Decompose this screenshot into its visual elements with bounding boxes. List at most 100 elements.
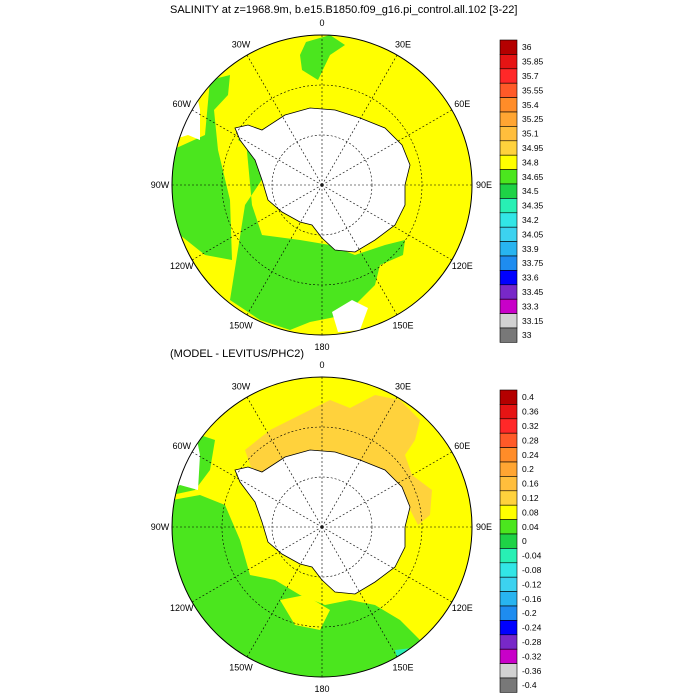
colorbar-swatch xyxy=(499,519,518,535)
colorbar-swatch xyxy=(499,504,518,520)
colorbar-label: 0.04 xyxy=(522,522,539,532)
colorbar-label: 35.25 xyxy=(522,114,544,124)
longitude-label: 120W xyxy=(170,261,194,271)
colorbar-swatch xyxy=(499,54,518,70)
colorbar-swatch xyxy=(499,591,518,607)
longitude-label: 150W xyxy=(229,320,253,330)
colorbar-label: 33.9 xyxy=(522,244,539,254)
meridian-line xyxy=(321,184,398,316)
colorbar-swatch xyxy=(499,226,518,242)
longitude-label: 90W xyxy=(151,180,170,190)
meridian-line xyxy=(191,526,323,603)
colorbar-label: -0.32 xyxy=(522,651,542,661)
colorbar-swatch xyxy=(499,198,518,214)
longitude-label: 60E xyxy=(454,99,470,109)
meridian-line xyxy=(321,54,398,186)
contour-region-yellow-patch xyxy=(280,595,330,630)
colorbar-swatch xyxy=(499,389,518,405)
panel-difference: (MODEL - LEVITUS/PHC2) 0 30E 60E 90E 120E 150… xyxy=(151,348,542,694)
panel-title: SALINITY at z=1968.9m, b.e15.B1850.f09_g… xyxy=(170,4,517,16)
colorbar-label: -0.12 xyxy=(522,579,542,589)
colorbar-label: -0.28 xyxy=(522,637,542,647)
colorbar-label: 34.95 xyxy=(522,143,544,153)
colorbar-swatch xyxy=(499,576,518,592)
meridian-line xyxy=(321,184,453,261)
colorbar-label: 35.1 xyxy=(522,129,539,139)
colorbar-label: 35.7 xyxy=(522,71,539,81)
polar-map xyxy=(172,377,472,677)
colorbar-swatch xyxy=(499,169,518,185)
colorbar-swatch xyxy=(499,82,518,98)
meridian-line xyxy=(321,526,453,603)
longitude-label: 30W xyxy=(232,40,251,50)
meridian-line xyxy=(246,54,323,186)
colorbar-swatch xyxy=(499,212,518,228)
antarctica xyxy=(234,449,411,595)
colorbar-swatch xyxy=(499,154,518,170)
colorbar-label: 33 xyxy=(522,330,532,340)
antarctica xyxy=(234,107,411,253)
colorbar-label: 0.36 xyxy=(522,407,539,417)
panel-salinity: SALINITY at z=1968.9m, b.e15.B1850.f09_g… xyxy=(151,4,544,352)
colorbar-swatch xyxy=(499,327,518,343)
meridian-line xyxy=(191,451,323,528)
longitude-label: 180 xyxy=(314,684,329,694)
longitude-label: 120E xyxy=(452,603,473,613)
colorbar-swatch xyxy=(499,677,518,693)
colorbar-label: 35.55 xyxy=(522,85,544,95)
landmask-south xyxy=(332,300,368,332)
longitude-labels: 0 30E 60E 90E 120E 150E 180 150W 120W 90W 60W 30W xyxy=(151,360,492,694)
colorbar-swatch xyxy=(499,313,518,329)
meridian-line xyxy=(191,109,323,186)
colorbar-label: 0.32 xyxy=(522,421,539,431)
colorbar-label: 34.05 xyxy=(522,229,544,239)
colorbar-label: -0.08 xyxy=(522,565,542,575)
longitude-label: 30E xyxy=(395,40,411,50)
colorbar-swatch xyxy=(499,476,518,492)
colorbar-swatch xyxy=(499,241,518,257)
longitude-label: 120W xyxy=(170,603,194,613)
colorbar: 36 35.85 35.7 35.55 35.4 35.25 35.1 34.95 34.8 34… xyxy=(499,39,544,343)
colorbar-label: 0 xyxy=(522,536,527,546)
colorbar-label: 35.4 xyxy=(522,100,539,110)
meridian-line xyxy=(321,451,453,528)
longitude-label: 60W xyxy=(172,441,191,451)
colorbar-label: 0.16 xyxy=(522,479,539,489)
colorbar-label: 0.2 xyxy=(522,464,534,474)
contour-region-green xyxy=(230,130,405,330)
colorbar-label: -0.04 xyxy=(522,551,542,561)
meridian-line xyxy=(321,526,398,658)
colorbar-swatch xyxy=(499,183,518,199)
colorbar-swatch xyxy=(499,432,518,448)
landmask-west xyxy=(172,430,200,490)
colorbar-swatch xyxy=(499,140,518,156)
colorbar-label: 34.35 xyxy=(522,201,544,211)
colorbar-swatch xyxy=(499,270,518,286)
longitude-label: 120E xyxy=(452,261,473,271)
colorbar-swatch xyxy=(499,533,518,549)
colorbar-swatch xyxy=(499,68,518,84)
longitude-labels: 0 30E 60E 90E 120E 150E 180 150W 120W 90W 60W 30W xyxy=(151,18,492,352)
landmask-west xyxy=(172,85,200,140)
colorbar-swatch xyxy=(499,39,518,55)
longitude-label: 0 xyxy=(319,18,324,28)
colorbar-swatch xyxy=(499,404,518,420)
colorbar-swatch xyxy=(499,490,518,506)
longitude-label: 0 xyxy=(319,360,324,370)
contour-region-green-north xyxy=(300,35,345,80)
colorbar-label: 36 xyxy=(522,42,532,52)
meridians xyxy=(172,35,472,335)
colorbar-label: 0.28 xyxy=(522,435,539,445)
meridian-line xyxy=(246,396,323,528)
map-border xyxy=(171,34,473,336)
colorbar-label: 33.75 xyxy=(522,258,544,268)
longitude-label: 60W xyxy=(172,99,191,109)
map-border xyxy=(171,376,473,678)
colorbar-swatch xyxy=(499,648,518,664)
colorbar-label: 33.15 xyxy=(522,316,544,326)
colorbar-swatch xyxy=(499,620,518,636)
colorbar-label: 0.4 xyxy=(522,392,534,402)
meridian-line xyxy=(321,109,453,186)
colorbar-label: 33.6 xyxy=(522,273,539,283)
colorbar-swatch xyxy=(499,447,518,463)
